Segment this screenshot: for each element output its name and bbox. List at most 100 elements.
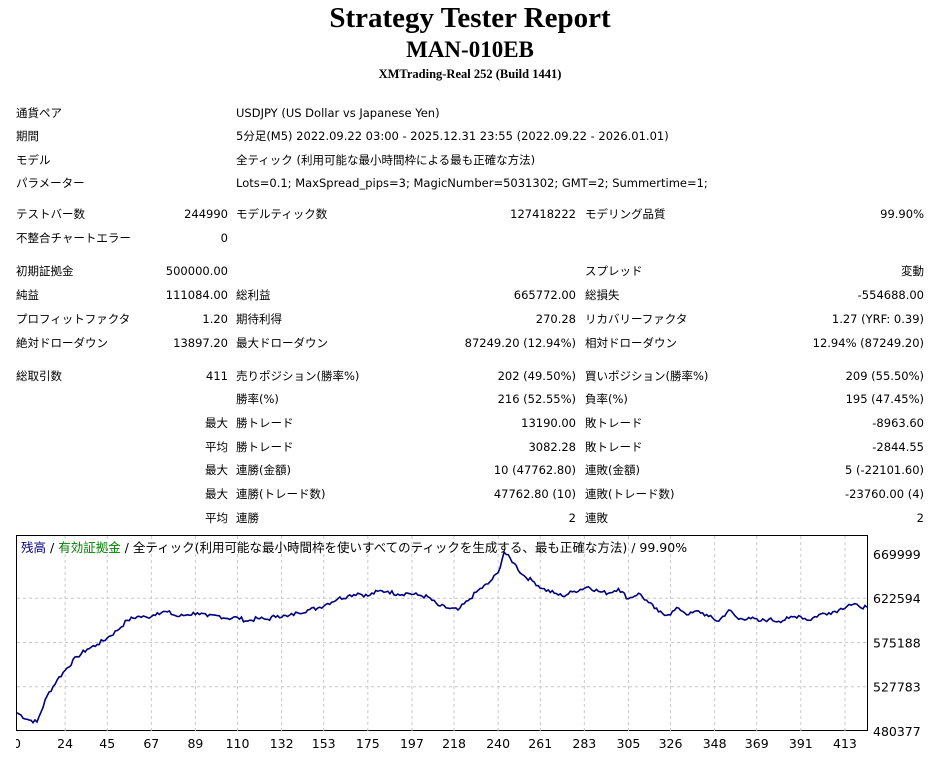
avg-loss-label: 敗トレード xyxy=(585,440,643,454)
x-tick-label: 413 xyxy=(833,736,857,751)
chart-legend: 残高 / 有効証拠金 / 全ティック(利用可能な最小時間枠を使いすべてのティック… xyxy=(21,540,687,555)
spread-label: スプレッド xyxy=(585,264,643,278)
x-tick-label: 240 xyxy=(486,736,510,751)
x-tick-label: 24 xyxy=(57,736,73,751)
model-label: モデル xyxy=(16,153,51,167)
avg-loss-value: -2844.55 xyxy=(872,440,924,454)
avg-cons-wins-label: 連勝 xyxy=(236,511,259,525)
max-cons-profit-value: 47762.80 (10) xyxy=(493,487,576,501)
avg-cons-wins-value: 2 xyxy=(568,511,576,525)
long-label: 買いポジション(勝率%) xyxy=(585,369,709,383)
pf-value: 1.20 xyxy=(202,312,228,326)
y-axis-labels: 669999 622594 575188 527783 480377 xyxy=(873,547,921,739)
abs-dd-value: 13897.20 xyxy=(173,336,228,350)
recovery-value: 1.27 (YRF: 0.39) xyxy=(831,312,924,326)
largest-loss-label: 敗トレード xyxy=(585,416,643,430)
largest-win-label: 勝トレード xyxy=(236,416,294,430)
y-tick-label: 669999 xyxy=(873,547,921,562)
symbol-value: USDJPY (US Dollar vs Japanese Yen) xyxy=(236,106,440,120)
short-value: 202 (49.50%) xyxy=(497,369,576,383)
avg-win-value: 3082.28 xyxy=(528,440,576,454)
legend-equity: 有効証拠金 xyxy=(58,540,121,555)
max-cons-losses-value: 5 (-22101.60) xyxy=(845,463,924,477)
pf-label: プロフィットファクタ xyxy=(16,312,131,326)
x-tick-label: 348 xyxy=(703,736,727,751)
x-tick-label: 132 xyxy=(270,736,294,751)
deposit-value: 500000.00 xyxy=(165,264,228,278)
legend-sep-2: / xyxy=(121,540,133,555)
avg-cons-losses-label: 連敗 xyxy=(585,511,608,525)
grid xyxy=(17,536,867,731)
x-tick-label: 391 xyxy=(789,736,813,751)
symbol-label: 通貨ペア xyxy=(16,106,62,120)
short-label: 売りポジション(勝率%) xyxy=(236,369,360,383)
largest-win-value: 13190.00 xyxy=(521,416,576,430)
max-dd-label: 最大ドローダウン xyxy=(236,336,328,350)
max-cons-profit-label: 連勝(トレード数) xyxy=(236,487,326,501)
max-label-2: 最大 xyxy=(205,487,228,501)
y-tick-label: 622594 xyxy=(873,591,921,606)
x-tick-label: 153 xyxy=(312,736,336,751)
max-cons-loss-value: -23760.00 (4) xyxy=(845,487,924,501)
spread-value: 変動 xyxy=(901,264,924,278)
x-tick-label: 261 xyxy=(528,736,552,751)
y-tick-label: 527783 xyxy=(873,680,921,695)
max-cons-wins-label: 連勝(金額) xyxy=(236,463,291,477)
x-tick-label: 326 xyxy=(659,736,683,751)
bars-value: 244990 xyxy=(184,207,228,221)
expected-label: 期待利得 xyxy=(236,312,282,326)
rel-dd-value: 12.94% (87249.20) xyxy=(812,336,924,350)
win-rate-value: 216 (52.55%) xyxy=(497,392,576,406)
gross-loss-label: 総損失 xyxy=(585,288,620,302)
max-label-1: 最大 xyxy=(205,463,228,477)
long-value: 209 (55.50%) xyxy=(845,369,924,383)
largest-label: 最大 xyxy=(205,416,228,430)
x-tick-label: 175 xyxy=(356,736,380,751)
max-cons-losses-label: 連敗(金額) xyxy=(585,463,640,477)
average-label: 平均 xyxy=(205,440,228,454)
legend-balance: 残高 xyxy=(21,540,46,555)
ticks-value: 127418222 xyxy=(510,207,576,221)
ea-name: MAN-010EB xyxy=(406,37,534,62)
max-cons-loss-label: 連敗(トレード数) xyxy=(585,487,675,501)
avg-label-2: 平均 xyxy=(205,511,228,525)
report-title: Strategy Tester Report xyxy=(329,2,611,34)
largest-loss-value: -8963.60 xyxy=(872,416,924,430)
trades-label: 総取引数 xyxy=(16,369,62,383)
balance-chart: 669999 622594 575188 527783 480377 0 24 45 67 89… xyxy=(16,535,921,751)
avg-win-label: 勝トレード xyxy=(236,440,294,454)
net-value: 111084.00 xyxy=(165,288,228,302)
max-cons-wins-value: 10 (47762.80) xyxy=(493,463,576,477)
abs-dd-label: 絶対ドローダウン xyxy=(16,336,108,350)
x-tick-label: 67 xyxy=(143,736,159,751)
x-tick-label: 89 xyxy=(187,736,203,751)
loss-rate-label: 負率(%) xyxy=(585,392,628,406)
recovery-label: リカバリーファクタ xyxy=(585,312,688,326)
legend-sep-1: / xyxy=(46,540,58,555)
x-tick-label: 305 xyxy=(617,736,641,751)
y-tick-label: 480377 xyxy=(873,724,921,739)
gross-profit-label: 総利益 xyxy=(236,288,271,302)
quality-value: 99.90% xyxy=(880,207,924,221)
x-axis-labels: 0 24 45 67 89 110 132 153 175 197 218 240 261 283 305 3… xyxy=(16,736,857,751)
params-value: Lots=0.1; MaxSpread_pips=3; MagicNumber=… xyxy=(236,176,708,190)
loss-rate-value: 195 (47.45%) xyxy=(845,392,924,406)
x-tick-label: 369 xyxy=(745,736,769,751)
server-info: XMTrading-Real 252 (Build 1441) xyxy=(378,67,562,81)
win-rate-label: 勝率(%) xyxy=(236,392,279,406)
period-value: 5分足(M5) 2022.09.22 03:00 - 2025.12.31 23… xyxy=(236,129,669,143)
net-label: 純益 xyxy=(16,288,39,302)
mismatch-label: 不整合チャートエラー xyxy=(16,231,131,245)
y-tick-label: 575188 xyxy=(873,636,921,651)
mismatch-value: 0 xyxy=(220,231,228,245)
rel-dd-label: 相対ドローダウン xyxy=(585,336,677,350)
params-label: パラメーター xyxy=(16,176,85,190)
period-label: 期間 xyxy=(16,129,39,143)
plot-frame xyxy=(16,535,868,731)
bars-label: テストバー数 xyxy=(16,207,85,221)
model-value: 全ティック (利用可能な最小時間枠による最も正確な方法) xyxy=(236,153,536,167)
deposit-label: 初期証拠金 xyxy=(16,264,74,278)
max-dd-value: 87249.20 (12.94%) xyxy=(464,336,576,350)
ticks-label: モデルティック数 xyxy=(236,207,328,221)
legend-description: 全ティック(利用可能な最小時間枠を使いすべてのティックを生成する、最も正確な方法… xyxy=(133,540,687,555)
